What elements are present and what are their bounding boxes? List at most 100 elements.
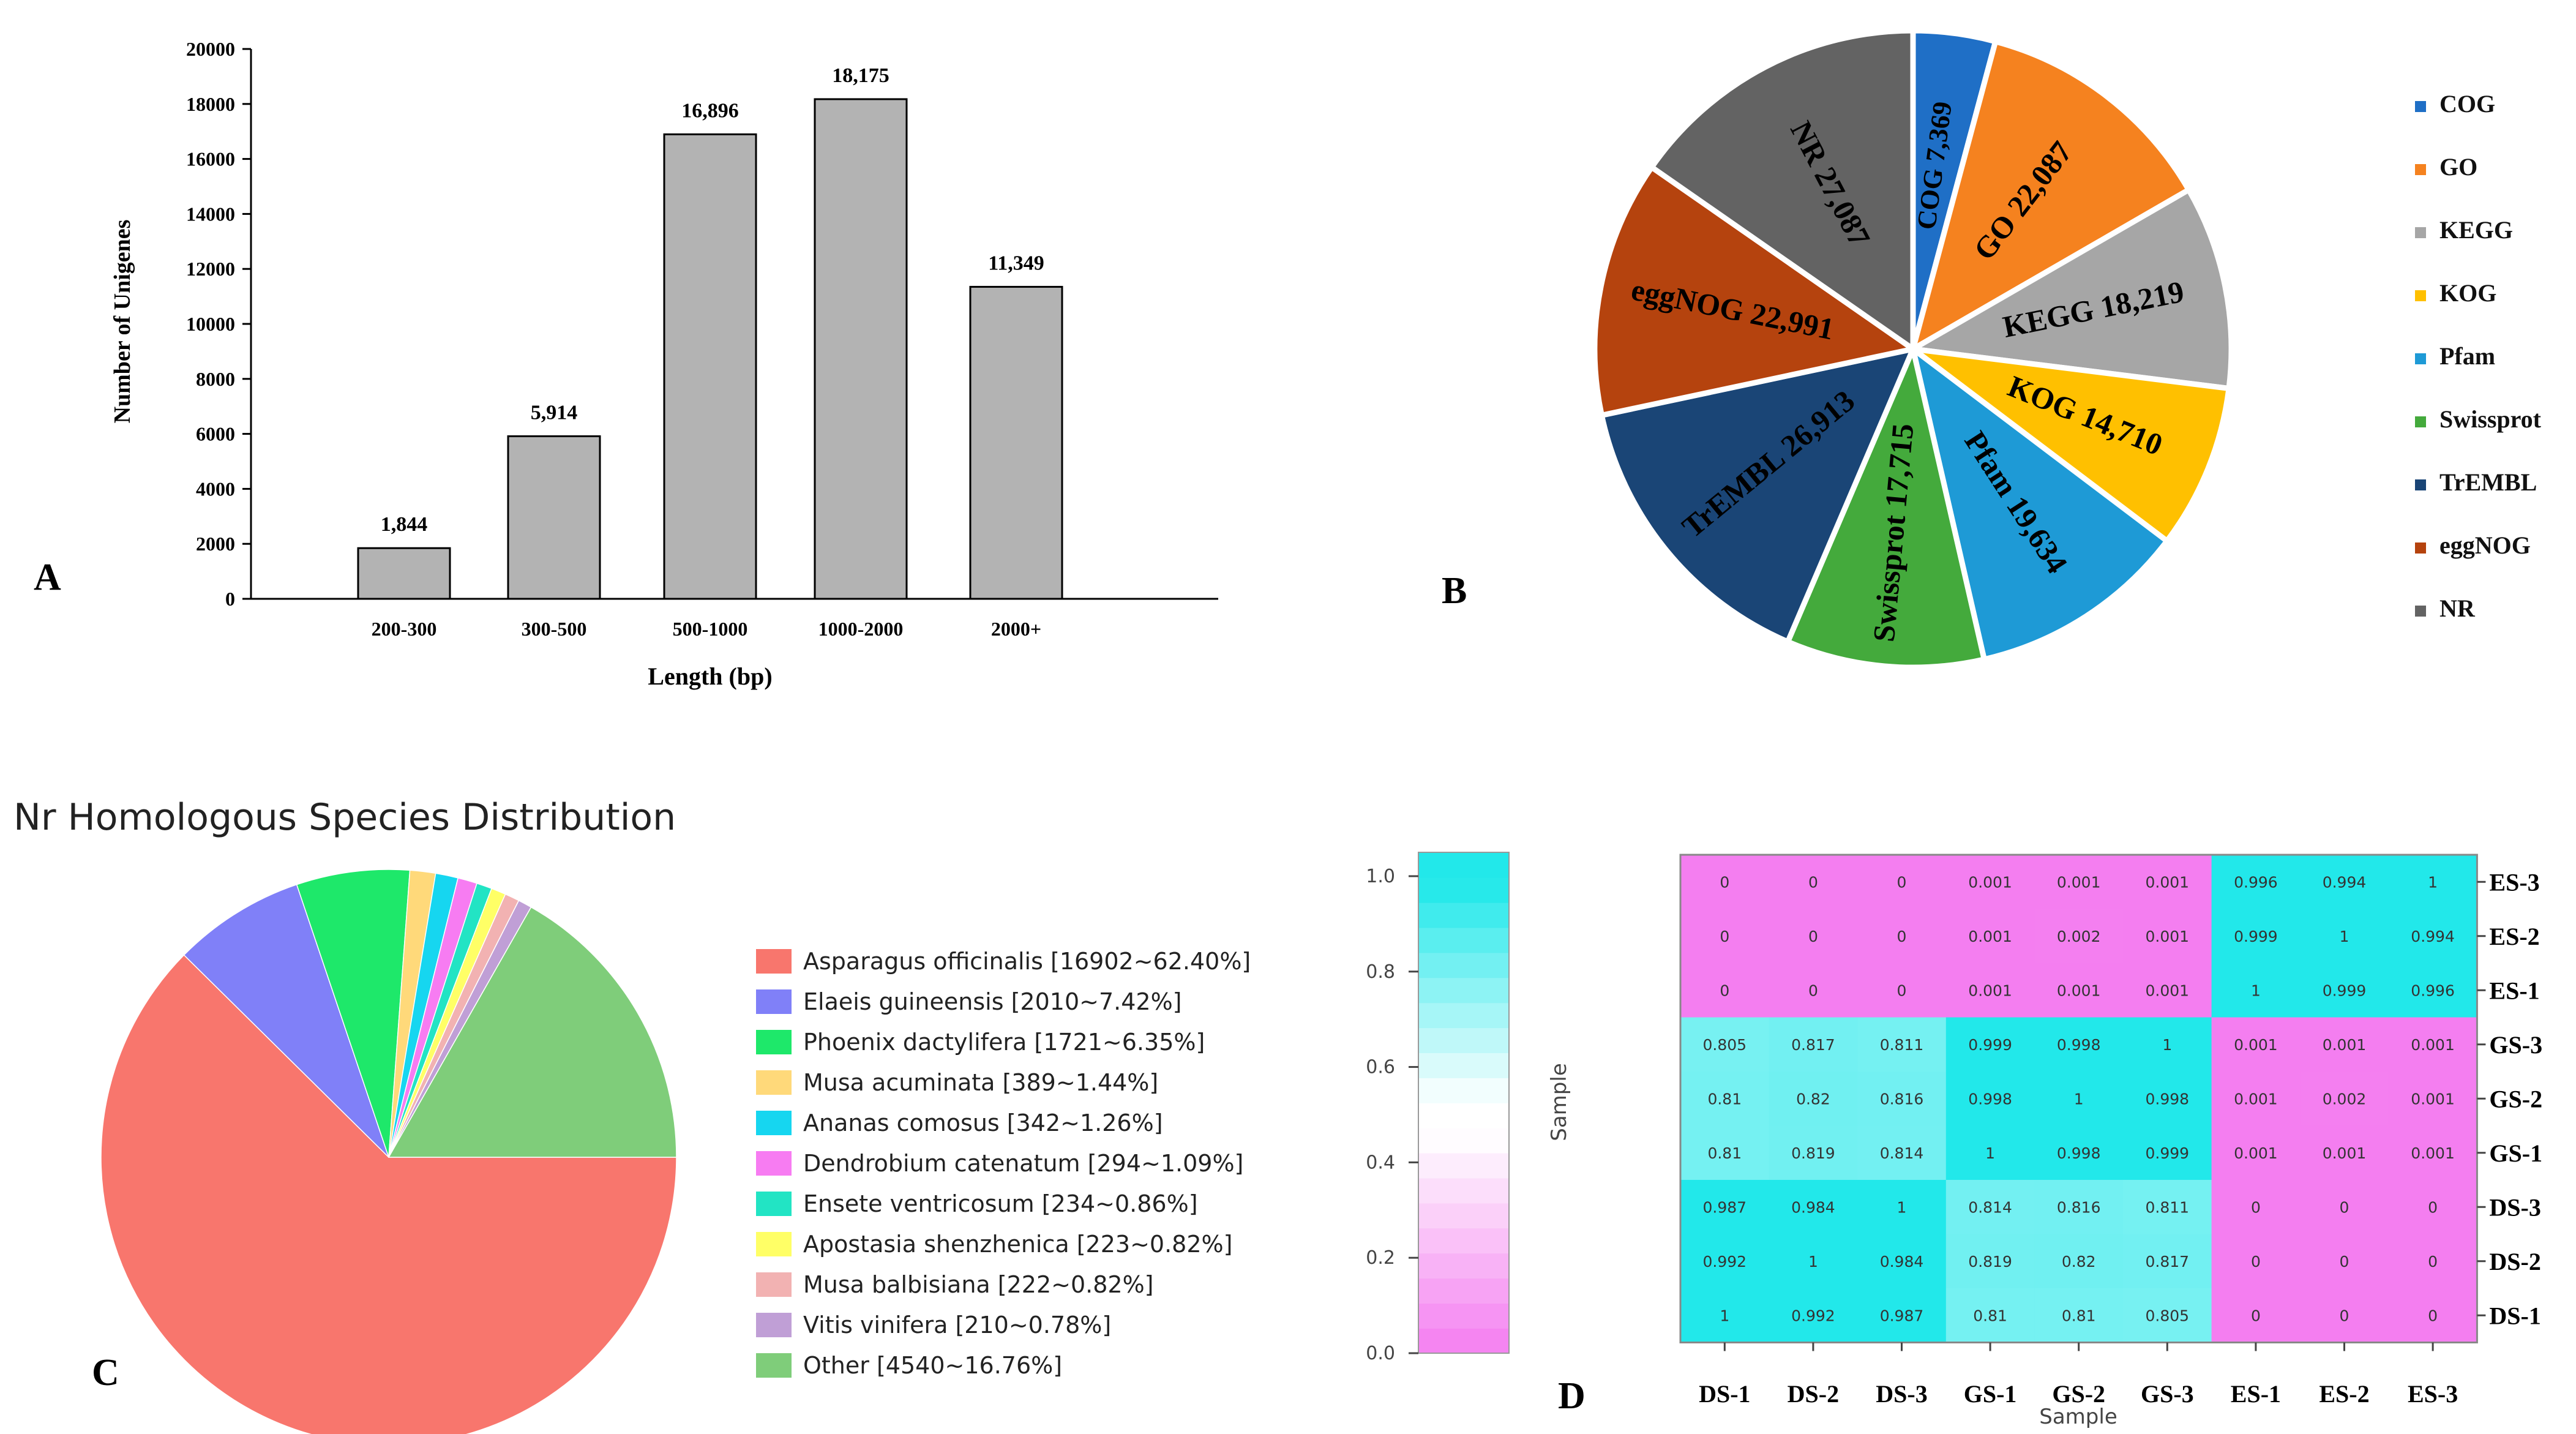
species-legend-label: Asparagus officinalis [16902~62.40%] (803, 948, 1251, 975)
annotation-slice-eggNOG (1592, 163, 1920, 419)
bar-y-tick-label: 12000 (186, 258, 235, 280)
heatmap-cell (2300, 1072, 2389, 1127)
bar-y-tick-label: 0 (225, 588, 235, 610)
species-slice-Other (388, 906, 677, 1158)
colorbar-segment (1418, 1228, 1509, 1254)
heatmap-cell-value: 0.992 (1791, 1307, 1835, 1324)
colorbar-segment (1418, 902, 1509, 928)
heatmap-cell-value: 0.001 (2146, 982, 2190, 999)
species-legend-swatch (756, 1192, 792, 1216)
heatmap-cell (1857, 909, 1947, 964)
annotation-legend-label: Swissprot (2439, 405, 2542, 433)
heatmap-y-label: DS-3 (2489, 1193, 2540, 1221)
heatmap-cell (1680, 1234, 1770, 1289)
bar-x-tick-label: 2000+ (991, 618, 1041, 640)
heatmap-cell-value: 0.984 (1791, 1198, 1835, 1216)
bar-x-tick-label: 500-1000 (673, 618, 748, 640)
species-legend-swatch (756, 1353, 792, 1378)
heatmap-cell-value: 0.996 (2234, 873, 2278, 891)
heatmap-cell (2034, 963, 2124, 1018)
heatmap-y-label: ES-3 (2489, 868, 2539, 896)
bar-data-label: 16,896 (681, 99, 739, 122)
colorbar-segment (1418, 977, 1509, 1004)
colorbar-tick-label: 0.0 (1366, 1343, 1395, 1364)
annotation-legend-swatch (2415, 479, 2426, 490)
heatmap-x-label: ES-3 (2408, 1380, 2458, 1408)
heatmap-cell (2123, 1234, 2212, 1289)
heatmap-cell (2123, 1072, 2212, 1127)
heatmap-cell (2211, 909, 2301, 964)
heatmap-cell-value: 0.001 (2323, 1036, 2367, 1054)
heatmap-cell-value: 0.819 (1968, 1253, 2012, 1271)
heatmap-cell (2388, 1180, 2477, 1235)
heatmap-cell (2211, 1072, 2301, 1127)
heatmap-cell (2300, 1288, 2389, 1343)
bar-y-tick-label: 6000 (196, 423, 235, 445)
species-legend-swatch (756, 1272, 792, 1297)
heatmap-cell (1945, 909, 2035, 964)
heatmap-cell (1769, 1072, 1858, 1127)
heatmap-cell-value: 0.82 (1796, 1090, 1830, 1108)
heatmap-cell-value: 0 (1808, 873, 1818, 891)
heatmap-cell-value: 0.81 (2062, 1307, 2096, 1324)
heatmap-cell-value: 0.817 (2146, 1253, 2190, 1271)
heatmap-y-label: ES-1 (2489, 977, 2539, 1004)
heatmap-cell (1680, 1125, 1770, 1181)
heatmap-cell-value: 0.001 (2234, 1144, 2278, 1162)
annotation-legend-swatch (2415, 290, 2426, 301)
heatmap-cell-value: 1 (2428, 873, 2438, 891)
species-slice-Asparagus officinalis (100, 954, 677, 1434)
heatmap-cell (2388, 963, 2477, 1018)
colorbar-segment (1418, 877, 1509, 903)
heatmap-cell (1769, 1234, 1858, 1289)
heatmap-cell-value: 0.001 (2057, 982, 2101, 999)
heatmap-y-label: GS-2 (2489, 1085, 2542, 1113)
annotation-legend-label: TrEMBL (2439, 468, 2537, 496)
heatmap-cell (1769, 963, 1858, 1018)
heatmap-x-label: GS-1 (1964, 1380, 2017, 1408)
heatmap-cell (2034, 1234, 2124, 1289)
heatmap-cell (2123, 855, 2212, 910)
heatmap-x-label: ES-1 (2231, 1380, 2281, 1408)
species-legend-swatch (756, 989, 792, 1014)
species-legend-swatch (756, 1111, 792, 1135)
heatmap-cell-value: 1 (2162, 1036, 2172, 1054)
heatmap-cell-value: 0.999 (2146, 1144, 2190, 1162)
heatmap-x-label: DS-1 (1699, 1380, 1750, 1408)
annotation-legend-swatch (2415, 353, 2426, 364)
heatmap-cell-value: 0 (1897, 982, 1907, 999)
heatmap-cell-value: 1 (1808, 1253, 1818, 1271)
annotation-legend-label: KOG (2439, 279, 2496, 307)
species-legend-label: Apostasia shenzhenica [223~0.82%] (803, 1231, 1232, 1258)
heatmap-cell (1945, 855, 2035, 910)
bar-data-label: 11,349 (988, 252, 1044, 274)
heatmap-cell-value: 1 (2340, 928, 2349, 945)
colorbar-tick-label: 0.6 (1366, 1057, 1395, 1078)
colorbar-segment (1418, 852, 1509, 878)
annotation-legend-label: Pfam (2439, 342, 2495, 370)
bar-x-tick-label: 1000-2000 (818, 618, 904, 640)
heatmap-cell (1857, 1072, 1947, 1127)
heatmap-cell-value: 0 (1808, 982, 1818, 999)
colorbar-label: Sample (1547, 1063, 1571, 1141)
heatmap-cell (2034, 1288, 2124, 1343)
heatmap-cell (1945, 1017, 2035, 1072)
panel-label-d: D (1558, 1375, 1586, 1417)
colorbar-segment (1418, 1303, 1509, 1329)
species-legend-swatch (756, 1232, 792, 1256)
heatmap-cell-value: 0.001 (2146, 873, 2190, 891)
colorbar-segment (1418, 1103, 1509, 1128)
heatmap-cell (2034, 1125, 2124, 1181)
heatmap-cell (2034, 1072, 2124, 1127)
heatmap-cell-value: 0.817 (1791, 1036, 1835, 1054)
panel-label-a: A (34, 557, 61, 598)
heatmap-cell (2211, 855, 2301, 910)
heatmap-cell (1769, 1288, 1858, 1343)
heatmap-cell-value: 1 (1720, 1307, 1729, 1324)
annotation-legend-swatch (2415, 542, 2426, 554)
heatmap-cell (2388, 909, 2477, 964)
heatmap-cell-value: 0.001 (2234, 1036, 2278, 1054)
heatmap-cell-value: 0 (1897, 873, 1907, 891)
